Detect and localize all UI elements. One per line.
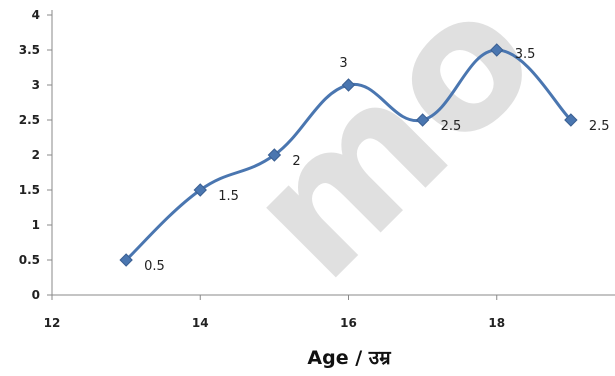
y-tick-label: 4 [32, 8, 40, 22]
x-tick-label: 16 [340, 316, 357, 330]
data-point-marker [193, 183, 207, 197]
y-tick-labels: 0 0.5 1 1.5 2 2.5 3 3.5 4 [19, 8, 52, 302]
axes [51, 10, 615, 296]
data-point-marker [119, 253, 133, 267]
data-point-marker [564, 113, 578, 127]
data-label: 1.5 [218, 189, 239, 204]
data-labels: 0.5 1.5 2 3 2.5 3.5 2.5 [144, 47, 609, 274]
data-point-marker [490, 43, 504, 57]
x-axis-title: Age / उम्र [307, 347, 391, 369]
y-tick-label: 0 [32, 288, 40, 302]
data-label: 2.5 [441, 119, 462, 134]
data-label: 0.5 [144, 259, 165, 274]
x-tick-label: 14 [192, 316, 209, 330]
y-tick-label: 0.5 [19, 253, 40, 267]
y-tick-label: 1 [32, 218, 40, 232]
x-tick-labels: 12 14 16 18 [44, 295, 505, 330]
data-point-marker [267, 148, 282, 162]
data-label: 3.5 [515, 47, 536, 62]
y-tick-label: 3.5 [19, 43, 40, 57]
y-tick-label: 2.5 [19, 113, 40, 127]
data-label: 3 [339, 56, 347, 71]
data-label: 2.5 [589, 119, 610, 134]
x-tick-label: 18 [488, 316, 505, 330]
y-tick-label: 2 [32, 148, 40, 162]
data-point-marker [341, 78, 356, 92]
x-tick-label: 12 [44, 316, 61, 330]
data-markers [119, 43, 578, 267]
y-tick-label: 1.5 [19, 183, 40, 197]
y-tick-label: 3 [32, 78, 40, 92]
data-point-marker [415, 113, 430, 127]
data-label: 2 [292, 154, 300, 169]
